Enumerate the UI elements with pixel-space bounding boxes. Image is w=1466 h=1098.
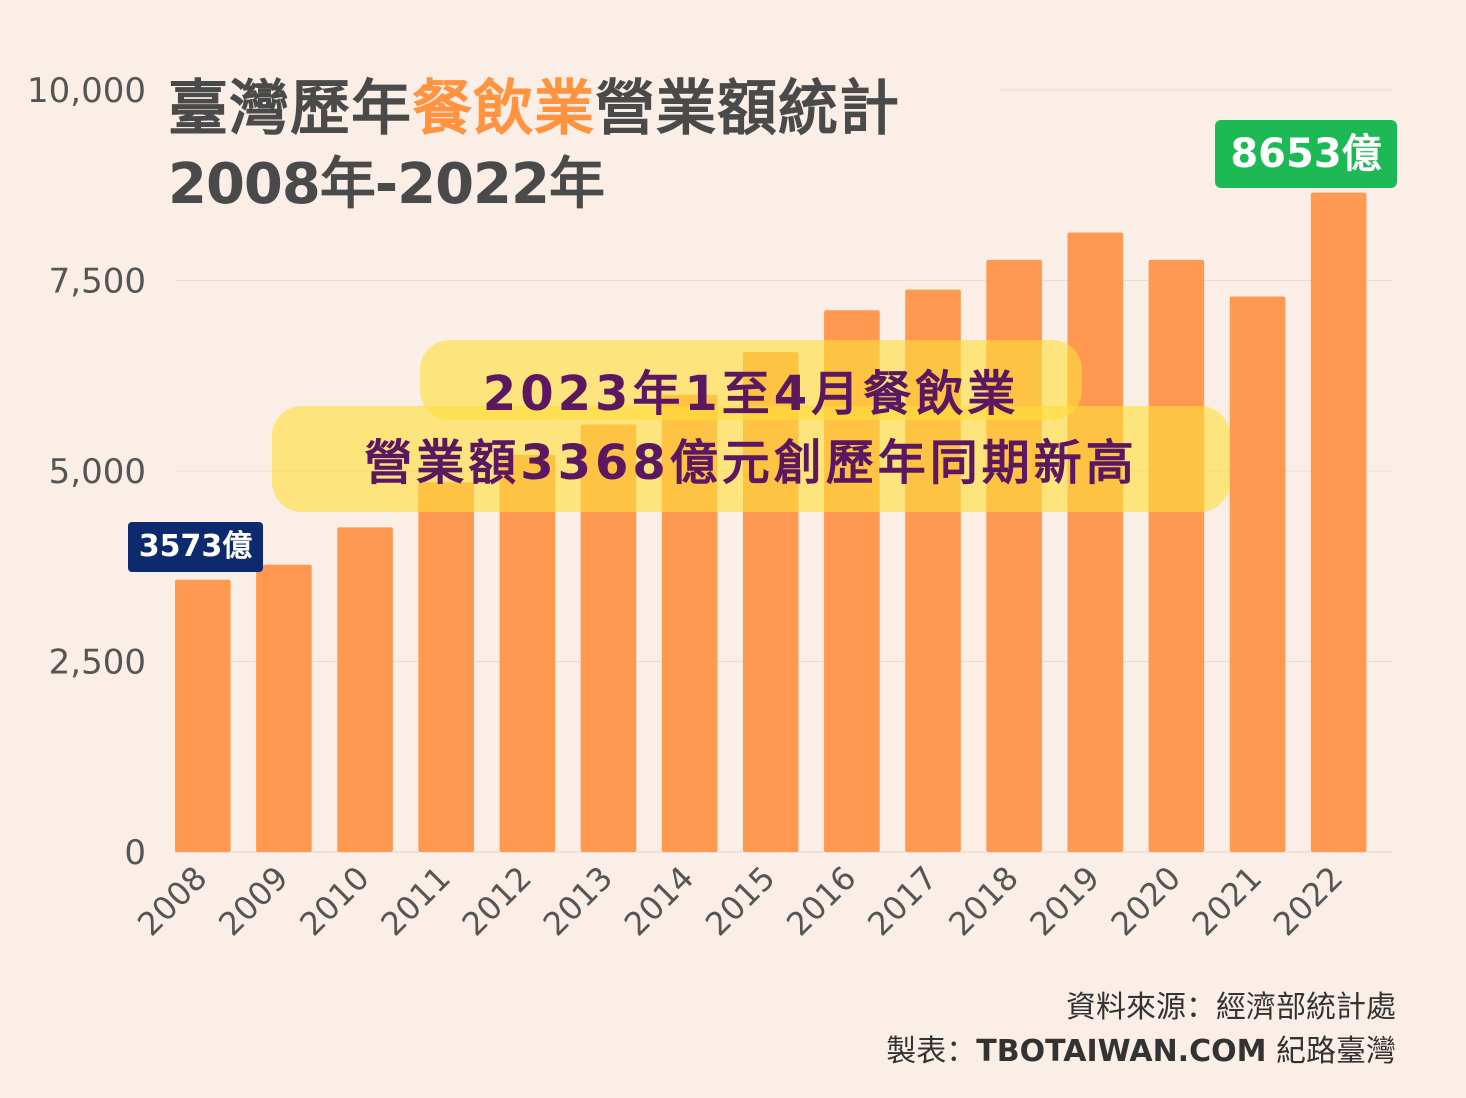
x-tick-label: 2021 (1185, 859, 1269, 943)
y-tick-label: 10,000 (27, 71, 146, 111)
title-prefix: 臺灣歷年 (168, 74, 412, 144)
bar-2016 (824, 310, 880, 852)
bar-2021 (1229, 296, 1286, 852)
callout-2008-value: 3573億 (128, 522, 263, 572)
x-tick-label: 2015 (698, 859, 782, 943)
footer: 資料來源：經濟部統計處 製表：TBOTAIWAN.COM 紀路臺灣 (886, 986, 1396, 1074)
bar-2014 (661, 394, 718, 852)
credit-site: TBOTAIWAN.COM (976, 1034, 1267, 1069)
bar-2009 (256, 564, 312, 852)
bar-2018 (986, 259, 1042, 852)
y-tick-label: 5,000 (49, 452, 146, 492)
credit-suffix: 紀路臺灣 (1266, 1034, 1396, 1069)
x-tick-label: 2014 (617, 859, 701, 943)
credit-note: 製表：TBOTAIWAN.COM 紀路臺灣 (886, 1030, 1396, 1074)
chart-title: 臺灣歷年餐飲業營業額統計 2008年-2022年 (168, 70, 900, 222)
title-accent: 餐飲業 (412, 74, 595, 144)
title-line-1: 臺灣歷年餐飲業營業額統計 (168, 70, 900, 148)
x-tick-label: 2022 (1266, 859, 1350, 943)
bar-2012 (499, 454, 556, 852)
title-line-2: 2008年-2022年 (168, 152, 605, 217)
bar-2008 (175, 579, 231, 852)
callout-2022-value: 8653億 (1215, 120, 1397, 188)
y-axis-ticks: 0 2,500 5,000 7,500 10,000 (27, 71, 146, 873)
x-tick-label: 2009 (211, 859, 295, 943)
bar-2015 (742, 352, 799, 852)
x-tick-label: 2018 (941, 859, 1025, 943)
x-axis-ticks: 2008200920102011201220132014201520162017… (130, 859, 1350, 943)
bar-2013 (580, 424, 637, 852)
bar-2011 (418, 482, 474, 852)
credit-prefix: 製表： (886, 1034, 977, 1069)
y-tick-label: 2,500 (49, 643, 146, 683)
bar-2022 (1310, 192, 1367, 852)
y-tick-label: 7,500 (49, 262, 146, 302)
x-tick-label: 2010 (292, 859, 376, 943)
bars (175, 192, 1367, 852)
bar-2019 (1067, 232, 1124, 852)
x-tick-label: 2013 (536, 859, 620, 943)
bar-2017 (905, 289, 961, 852)
x-tick-label: 2016 (779, 859, 863, 943)
x-tick-label: 2011 (373, 859, 457, 943)
x-tick-label: 2012 (455, 859, 539, 943)
x-tick-label: 2019 (1022, 859, 1106, 943)
title-suffix: 營業額統計 (595, 74, 900, 144)
y-tick-label: 0 (124, 833, 146, 873)
x-tick-label: 2020 (1104, 859, 1188, 943)
bar-2010 (337, 527, 393, 852)
source-note: 資料來源：經濟部統計處 (1066, 990, 1396, 1025)
x-tick-label: 2017 (860, 859, 944, 943)
bar-2020 (1148, 259, 1205, 852)
